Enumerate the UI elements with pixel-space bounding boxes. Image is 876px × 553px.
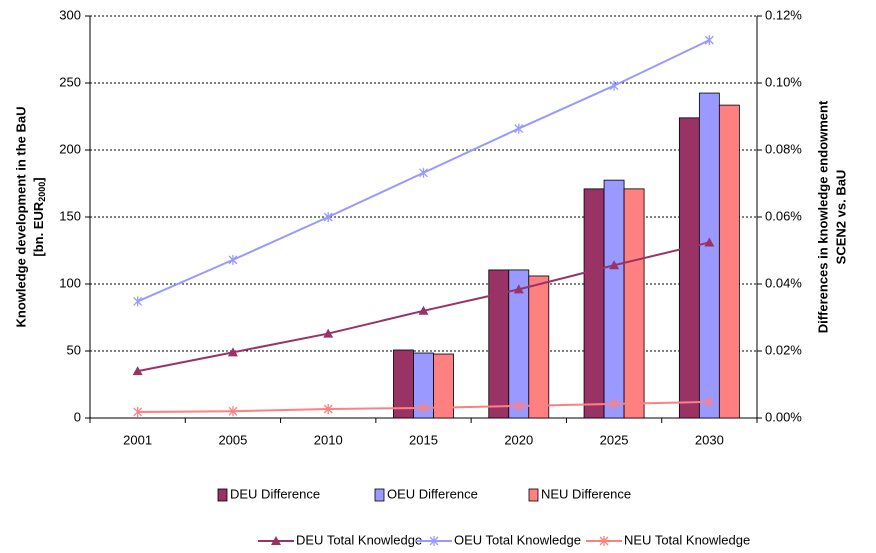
point: [704, 237, 715, 247]
x-tick-label: 2025: [600, 432, 629, 447]
y-axis-title-part: ]: [31, 177, 46, 181]
x-tick-label: 2001: [123, 432, 152, 447]
legend-label: OEU Total Knowledge: [454, 532, 581, 547]
x-tick-label: 2030: [695, 432, 724, 447]
point: [228, 406, 238, 417]
y-tick-label: 0: [74, 409, 81, 424]
bar: [583, 188, 605, 419]
y2-axis-title: Differences in knowledge endowment: [815, 100, 830, 333]
point: [704, 396, 714, 407]
x-tick-label: 2005: [218, 432, 247, 447]
point: [227, 347, 238, 357]
legend-label: DEU Total Knowledge: [296, 532, 422, 547]
x-tick-label: 2015: [409, 432, 438, 447]
y2-tick-label: 0.04%: [765, 275, 802, 290]
y2-tick-label: 0.12%: [765, 7, 802, 22]
point: [323, 212, 333, 222]
bar: [528, 275, 550, 419]
point: [132, 366, 143, 376]
y2-tick-label: 0.06%: [765, 208, 802, 223]
point: [419, 167, 428, 178]
y-tick-label: 200: [59, 141, 81, 156]
y-axis-title: Knowledge development in the BaU: [13, 106, 28, 327]
point: [704, 35, 714, 46]
y2-tick-label: 0.10%: [765, 74, 802, 89]
y-axis-title: [bn. EUR2000]: [31, 177, 47, 256]
legend-swatch: [217, 488, 228, 502]
point: [429, 536, 439, 546]
point: [323, 328, 334, 338]
bar: [678, 117, 700, 419]
legend-swatch: [528, 488, 539, 502]
x-tick-label: 2010: [314, 432, 343, 447]
y-axis-title-part: [bn. EUR: [31, 201, 46, 256]
x-tick-label: 2020: [504, 432, 533, 447]
point: [514, 400, 524, 411]
bar: [433, 353, 454, 419]
y-axis-title-sub: 2000: [37, 182, 47, 202]
y-tick-label: 150: [59, 208, 81, 223]
point: [419, 402, 428, 413]
legend-label: OEU Difference: [387, 486, 478, 501]
bar: [718, 104, 740, 419]
point: [271, 536, 281, 545]
point: [513, 284, 524, 294]
point: [418, 305, 429, 315]
point: [228, 254, 238, 265]
bar: [603, 179, 625, 419]
bar: [623, 188, 645, 419]
y-tick-label: 250: [59, 74, 81, 89]
point: [609, 398, 619, 409]
point: [609, 260, 620, 270]
point: [133, 406, 143, 417]
y2-tick-label: 0.08%: [765, 141, 802, 156]
point: [599, 536, 609, 546]
y-tick-label: 300: [59, 7, 81, 22]
point: [133, 296, 143, 307]
legend-label: DEU Difference: [230, 486, 320, 501]
point: [609, 80, 619, 91]
y2-axis-title: SCEN2 vs. BaU: [833, 170, 848, 265]
y2-tick-label: 0.00%: [765, 409, 802, 424]
legend-label: NEU Total Knowledge: [624, 532, 750, 547]
y2-tick-label: 0.02%: [765, 342, 802, 357]
bar: [698, 92, 720, 419]
y-tick-label: 50: [67, 342, 81, 357]
y-tick-label: 100: [59, 275, 81, 290]
point: [514, 123, 524, 134]
legend-label: NEU Difference: [541, 486, 631, 501]
point: [323, 404, 333, 415]
legend-swatch: [374, 488, 385, 502]
